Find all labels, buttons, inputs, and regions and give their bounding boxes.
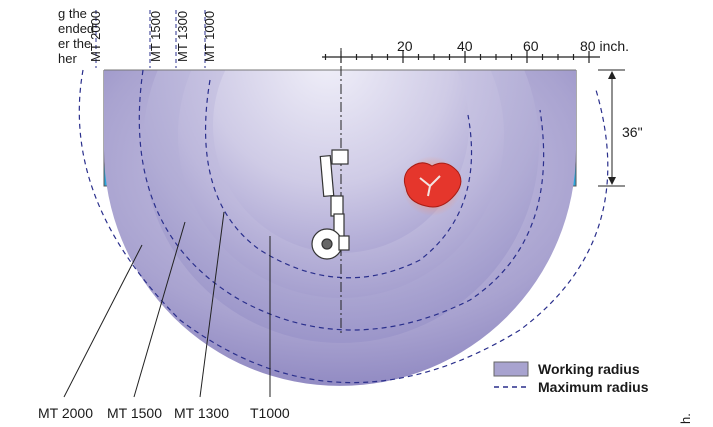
top-label-mt2000: MT 2000 bbox=[88, 11, 103, 62]
top-label-mt1500: MT 1500 bbox=[148, 11, 163, 62]
scale-tick-20: 20 bbox=[397, 38, 413, 54]
bottom-label-t1000: T1000 bbox=[250, 405, 290, 421]
intro-line-1: g the bbox=[58, 6, 87, 21]
bottom-label-mt1300: MT 1300 bbox=[174, 405, 229, 421]
leader-mt1500 bbox=[133, 221, 186, 398]
intro-line-4: her bbox=[58, 51, 77, 66]
max-radius-mt1500 bbox=[138, 69, 545, 331]
slicer-arm-icon bbox=[311, 149, 350, 260]
legend-working-swatch bbox=[493, 361, 529, 377]
max-radius-mt2000 bbox=[78, 69, 609, 384]
dimension-marker bbox=[598, 69, 625, 187]
scale-tick-60: 60 bbox=[523, 38, 539, 54]
bottom-label-mt2000: MT 2000 bbox=[38, 405, 93, 421]
scale-bar bbox=[322, 51, 600, 63]
leader-mt1300 bbox=[199, 211, 225, 398]
top-mask bbox=[90, 0, 590, 70]
dimension-label: 36" bbox=[622, 124, 643, 140]
legend-maximum-label: Maximum radius bbox=[538, 379, 649, 395]
meat-icon bbox=[402, 156, 462, 216]
scale-tick-40: 40 bbox=[457, 38, 473, 54]
legend-working-label: Working radius bbox=[538, 361, 640, 377]
bottom-label-mt1500: MT 1500 bbox=[107, 405, 162, 421]
leader-mt2000 bbox=[63, 244, 143, 398]
corner-text: h. bbox=[678, 413, 693, 424]
intro-line-3: er the bbox=[58, 36, 91, 51]
top-label-mt1300: MT 1300 bbox=[175, 11, 190, 62]
intro-text: g the ended er the her bbox=[58, 6, 94, 66]
scale-tick-80: 80 inch. bbox=[580, 38, 629, 54]
legend: Working radius Maximum radius bbox=[493, 361, 649, 395]
max-radius-mt1300 bbox=[205, 79, 473, 279]
intro-line-2: ended bbox=[58, 21, 94, 36]
top-model-labels: MT 2000 MT 1500 MT 1300 MT 1000 bbox=[88, 11, 217, 62]
top-label-mt1000: MT 1000 bbox=[202, 11, 217, 62]
